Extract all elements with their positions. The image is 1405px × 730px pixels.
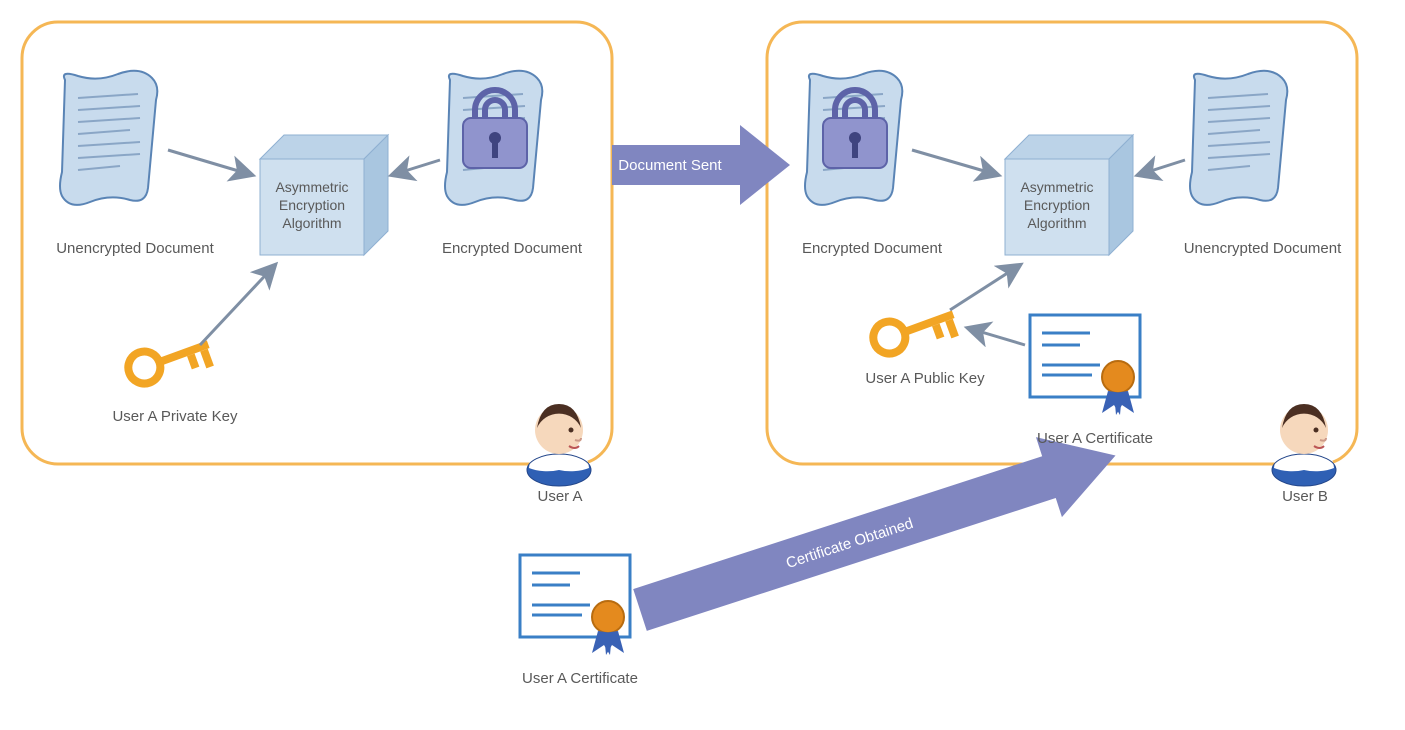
user-a-icon [527, 404, 591, 486]
arrow-enc-b-to-algo [912, 150, 998, 175]
block-arrow-document-sent-label: Document Sent [618, 157, 722, 174]
algorithm-a-label-1: Asymmetric [275, 179, 348, 195]
arrow-key-a-to-algo [200, 265, 275, 345]
user-b-icon [1272, 404, 1336, 486]
doc-encrypted-a-label: Encrypted Document [432, 240, 592, 257]
diagram-svg: Document Sent Certificate Obtained Asymm… [0, 0, 1405, 725]
arrow-algo-to-doc-b [1138, 160, 1185, 175]
algorithm-box-b-icon [1005, 135, 1133, 255]
key-private-a-icon [124, 329, 216, 393]
doc-unencrypted-a-label: Unencrypted Document [50, 240, 220, 257]
algorithm-b-label-1: Asymmetric [1020, 179, 1093, 195]
certificate-bottom-icon [520, 555, 630, 655]
arrow-algo-to-enc-a [392, 160, 440, 175]
key-public-b-label: User A Public Key [850, 370, 1000, 387]
block-arrow-certificate-obtained: Certificate Obtained [627, 416, 1128, 650]
doc-unencrypted-a-icon [60, 71, 157, 205]
algorithm-a-label-3: Algorithm [282, 215, 341, 231]
doc-unencrypted-b-label: Unencrypted Document [1175, 240, 1350, 257]
algorithm-box-a-icon [260, 135, 388, 255]
block-arrow-document-sent: Document Sent [612, 125, 790, 205]
diagram-stage: Document Sent Certificate Obtained Asymm… [0, 0, 1405, 725]
certificate-b-icon [1030, 315, 1140, 415]
doc-encrypted-b-icon [805, 71, 902, 205]
doc-unencrypted-b-icon [1190, 71, 1287, 205]
arrow-cert-b-to-key [968, 328, 1025, 345]
key-public-b-icon [869, 299, 961, 363]
certificate-bottom-label: User A Certificate [505, 670, 655, 687]
doc-encrypted-a-icon [445, 71, 542, 205]
arrow-doc-a-to-algo [168, 150, 252, 175]
key-private-a-label: User A Private Key [95, 408, 255, 425]
algorithm-a-label-2: Encryption [279, 197, 345, 213]
algorithm-b-label-3: Algorithm [1027, 215, 1086, 231]
arrow-key-b-to-algo [950, 265, 1020, 310]
user-a-label: User A [530, 488, 590, 505]
certificate-b-label: User A Certificate [1020, 430, 1170, 447]
algorithm-b-label-2: Encryption [1024, 197, 1090, 213]
doc-encrypted-b-label: Encrypted Document [792, 240, 952, 257]
user-b-label: User B [1275, 488, 1335, 505]
